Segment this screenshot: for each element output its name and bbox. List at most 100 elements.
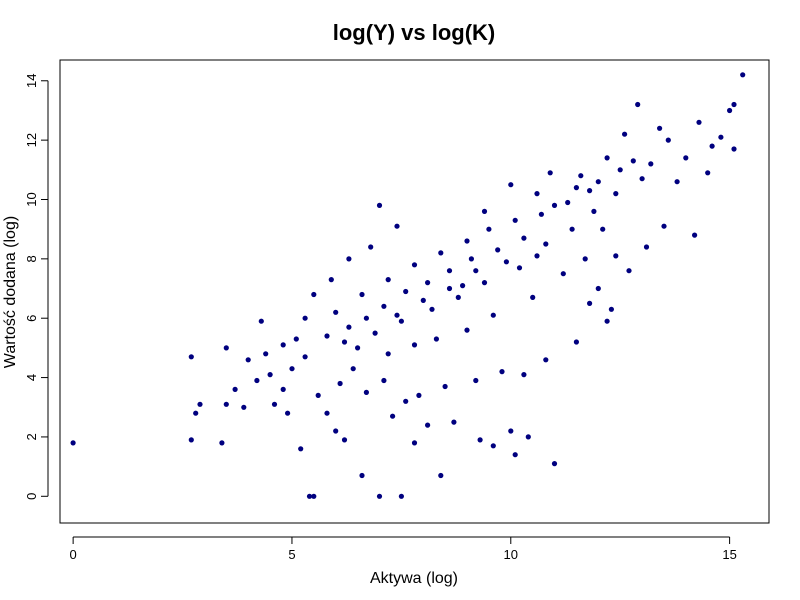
data-point: [613, 253, 619, 259]
data-point: [315, 392, 321, 398]
data-point: [731, 146, 737, 152]
data-point: [70, 440, 76, 446]
data-point: [613, 191, 619, 197]
data-point: [446, 285, 453, 292]
data-point: [674, 179, 680, 185]
data-point: [420, 297, 426, 303]
data-point: [560, 271, 566, 277]
data-point: [311, 493, 317, 499]
data-point: [245, 357, 251, 363]
data-point: [464, 327, 470, 333]
data-point: [534, 253, 540, 259]
data-point: [258, 318, 264, 324]
data-point: [385, 351, 391, 357]
data-point: [573, 185, 580, 191]
data-point: [416, 392, 422, 398]
y-tick-label: 14: [24, 74, 39, 88]
data-point: [551, 202, 558, 208]
data-point: [635, 101, 641, 108]
data-point: [359, 472, 365, 479]
data-point: [394, 223, 400, 229]
data-point: [705, 170, 711, 176]
data-point: [525, 434, 531, 440]
data-point: [516, 265, 523, 271]
data-point: [333, 428, 339, 434]
data-point: [381, 303, 387, 309]
data-point: [639, 176, 645, 182]
data-point: [521, 235, 527, 241]
data-point: [495, 247, 501, 253]
data-point: [464, 238, 470, 244]
data-point: [626, 268, 632, 274]
data-point: [302, 315, 308, 321]
x-tick-label: 10: [504, 547, 518, 562]
data-point: [311, 291, 317, 298]
data-point: [241, 404, 247, 410]
plot-frame: [59, 59, 770, 524]
data-point: [455, 294, 461, 300]
data-point: [425, 422, 431, 428]
data-point: [306, 493, 313, 499]
data-point: [665, 137, 671, 143]
data-point: [565, 199, 571, 206]
data-point: [359, 291, 365, 298]
data-point: [385, 277, 391, 283]
x-tick-label: 15: [722, 547, 736, 562]
data-point: [411, 342, 418, 348]
data-point: [543, 241, 549, 247]
data-point: [398, 493, 404, 499]
data-point: [394, 312, 400, 318]
data-point: [622, 131, 628, 137]
data-point: [372, 330, 378, 336]
data-point: [363, 315, 369, 321]
data-point: [346, 324, 352, 330]
data-point: [350, 366, 356, 372]
data-point: [333, 309, 339, 315]
x-tick-label: 0: [70, 547, 77, 562]
data-point: [499, 369, 505, 375]
data-point: [280, 342, 286, 348]
data-point: [337, 380, 343, 387]
data-point: [569, 226, 575, 232]
data-point: [460, 283, 466, 289]
data-point: [657, 125, 663, 131]
data-point: [530, 294, 536, 300]
y-tick-label: 12: [24, 133, 39, 147]
data-point: [512, 452, 518, 458]
data-point: [643, 244, 650, 250]
data-point: [692, 232, 698, 238]
data-point: [573, 339, 580, 345]
data-point: [473, 268, 479, 274]
data-point: [543, 357, 549, 363]
data-point: [591, 208, 597, 214]
data-point: [403, 288, 409, 295]
data-point: [263, 351, 269, 357]
data-point: [578, 173, 584, 179]
data-point: [740, 72, 746, 78]
data-point: [604, 155, 610, 161]
data-point: [376, 493, 383, 499]
data-point: [446, 268, 453, 274]
data-point: [267, 372, 273, 378]
data-point: [363, 389, 369, 395]
data-point: [503, 259, 509, 265]
data-points: [70, 72, 746, 499]
data-point: [604, 318, 610, 324]
data-point: [473, 377, 479, 384]
data-point: [381, 377, 387, 384]
data-point: [193, 410, 199, 416]
data-point: [223, 345, 229, 351]
data-point: [403, 398, 409, 404]
data-point: [438, 250, 444, 256]
data-point: [324, 410, 330, 416]
data-point: [648, 161, 654, 167]
data-point: [355, 345, 361, 351]
data-point: [346, 256, 352, 262]
data-point: [709, 143, 715, 149]
data-point: [433, 336, 439, 342]
x-axis: 0 5 10 15: [70, 536, 737, 562]
data-point: [285, 410, 291, 416]
data-point: [368, 244, 374, 250]
y-axis-label: Wartość dodana (log): [2, 216, 19, 368]
data-point: [451, 419, 457, 425]
